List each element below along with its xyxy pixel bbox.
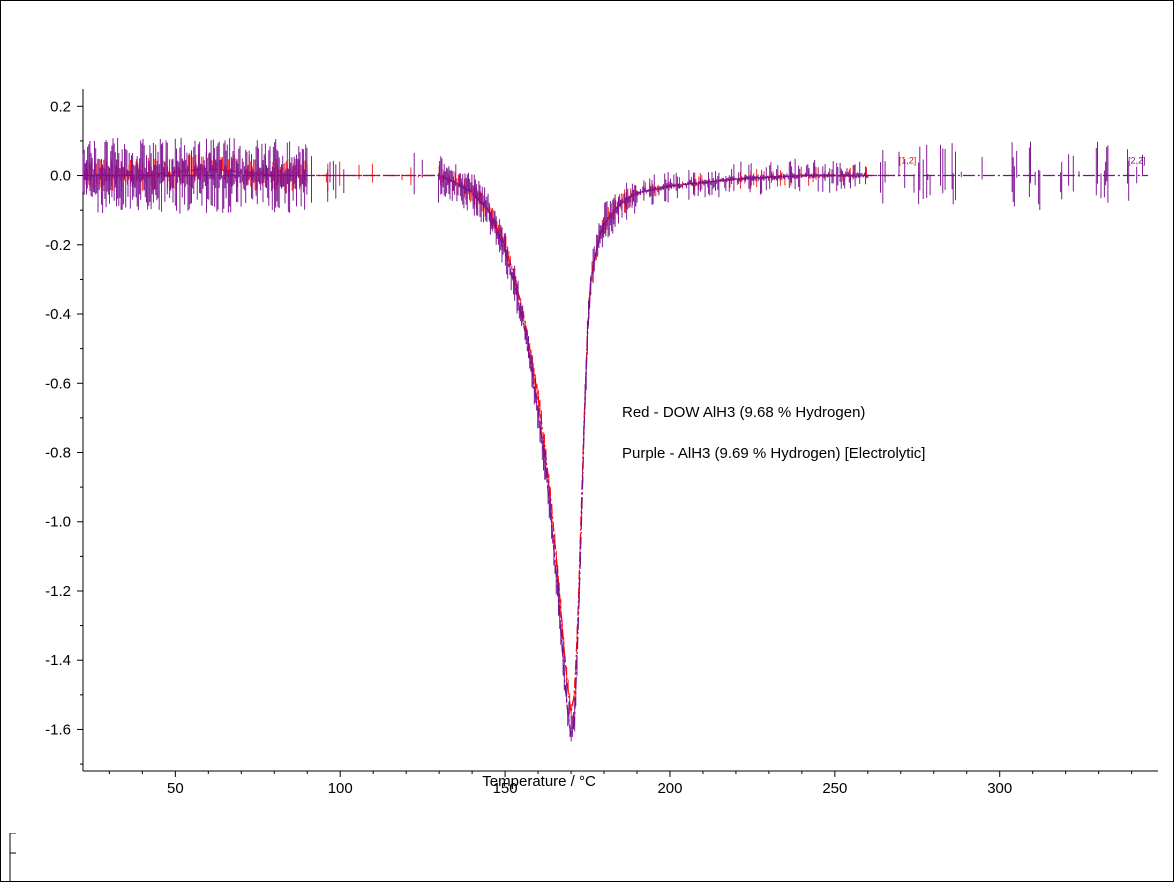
series-line	[83, 167, 901, 713]
x-tick-label: 300	[987, 780, 1012, 797]
y-tick-label: -0.2	[45, 237, 71, 254]
y-tick-label: -0.8	[45, 445, 71, 462]
axes: 0.2 0.0 -0.2 -0.4 -0.6 -0.8 -1.0 -1.2 -1.4 -1.6 50…	[45, 89, 1158, 797]
series-layer: [1,2] [2,2]	[82, 137, 1149, 742]
corner-mark	[9, 833, 16, 881]
annotation-2: Purple - AlH3 (9.69 % Hydrogen) [Electro…	[622, 445, 925, 462]
labels-layer: Temperature / °C Red - DOW AlH3 (9.68 % H…	[482, 404, 925, 790]
x-tick-label: 250	[822, 780, 847, 797]
series-2: [2,2]	[82, 137, 1149, 742]
x-tick-label: 150	[493, 780, 518, 797]
series-end-label: [1,2]	[899, 156, 917, 166]
series-end-label: [2,2]	[1128, 156, 1146, 166]
y-tick-label: -0.6	[45, 375, 71, 392]
x-tick-label: 200	[657, 780, 682, 797]
series-noise	[82, 151, 867, 719]
y-tick-label: -1.6	[45, 721, 71, 738]
annotation-1: Red - DOW AlH3 (9.68 % Hydrogen)	[622, 404, 865, 421]
y-tick-label: -1.4	[45, 652, 71, 669]
y-tick-label: -1.2	[45, 583, 71, 600]
y-tick-label: -1.0	[45, 514, 71, 531]
series-noise	[82, 137, 1143, 742]
x-tick-label: 50	[167, 780, 184, 797]
series-line	[83, 174, 1149, 737]
y-tick-label: -0.4	[45, 306, 71, 323]
x-axis-title: Temperature / °C	[482, 773, 596, 790]
x-tick-label: 100	[328, 780, 353, 797]
y-tick-label: 0.0	[50, 168, 71, 185]
y-tick-label: 0.2	[50, 98, 71, 115]
